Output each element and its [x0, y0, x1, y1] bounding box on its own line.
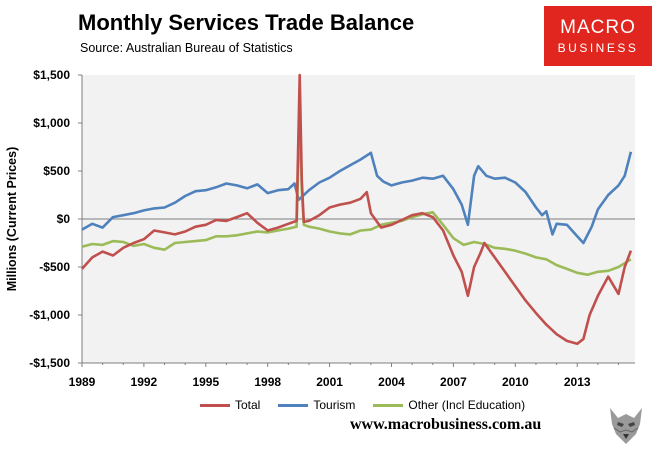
chart-subtitle: Source: Australian Bureau of Statistics	[80, 41, 293, 55]
legend-item: Tourism	[278, 398, 355, 412]
brand-line-1: MACRO	[560, 17, 636, 38]
y-tick-label: $500	[43, 164, 70, 178]
x-tick-label: 2010	[501, 375, 529, 389]
legend-label: Total	[235, 398, 261, 412]
website-url[interactable]: www.macrobusiness.com.au	[350, 416, 542, 433]
y-tick-label: -$1,500	[29, 356, 70, 370]
legend-label: Tourism	[313, 398, 356, 412]
x-tick-label: 2001	[316, 375, 343, 389]
legend-swatch	[278, 403, 309, 407]
series-line-other-incl-education	[81, 107, 632, 277]
brand-line-2: BUSINESS	[557, 41, 639, 55]
y-tick-label: $1,000	[33, 116, 70, 130]
x-tick-label: 2004	[378, 375, 405, 389]
legend-item: Other (Incl Education)	[373, 398, 525, 412]
legend: Total Tourism Other (Incl Education)	[200, 398, 525, 412]
y-tick-label: $0	[56, 212, 70, 226]
x-tick-label: 1992	[130, 375, 158, 389]
y-tick-label: -$1,000	[29, 308, 70, 322]
x-tick-label: 1989	[68, 375, 96, 389]
x-tick-label: 1995	[192, 375, 220, 389]
series-line-tourism	[81, 151, 633, 245]
legend-item: Total	[200, 398, 260, 412]
legend-swatch	[200, 403, 230, 407]
chart-title: Monthly Services Trade Balance	[78, 10, 415, 35]
series-line-total	[81, 73, 633, 346]
legend-label: Other (Incl Education)	[408, 398, 526, 412]
y-tick-label: $1,500	[33, 68, 70, 82]
wolf-icon	[610, 408, 642, 444]
x-tick-label: 2007	[440, 375, 467, 389]
x-tick-label: 1998	[254, 375, 282, 389]
y-tick-label: -$500	[39, 260, 70, 274]
x-tick-label: 2013	[563, 375, 591, 389]
legend-swatch	[373, 403, 404, 407]
brand-logo[interactable]: MACRO BUSINESS	[544, 6, 652, 66]
